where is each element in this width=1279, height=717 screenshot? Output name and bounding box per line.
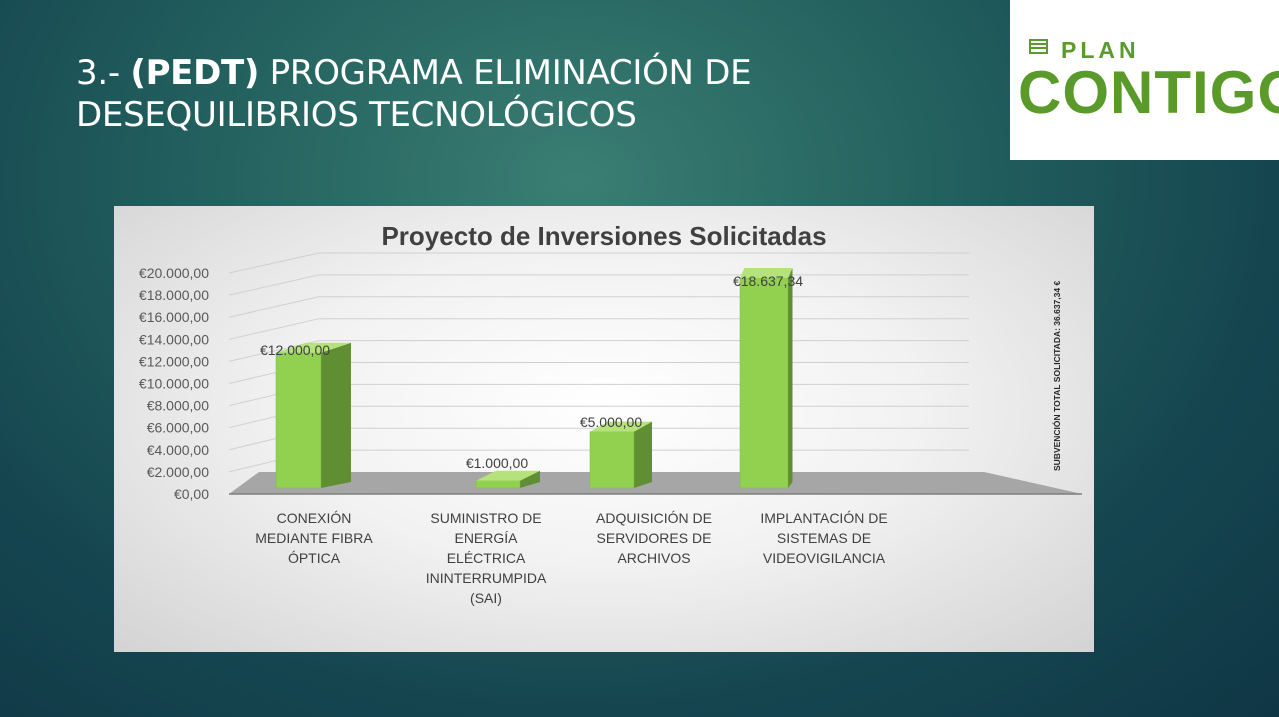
bar-top — [476, 470, 540, 481]
y-tick-label: €18.000,00 — [139, 287, 209, 303]
slide-title: 3.- (PEDT) PROGRAMA ELIMINACIÓN DE DESEQ… — [76, 53, 752, 135]
total-subsidy-note: SUBVENCIÓN TOTAL SOLICITADA: 36.637,34 € — [1051, 281, 1062, 471]
x-category-label: ADQUISICIÓN DE SERVIDORES DE ARCHIVOS — [596, 510, 712, 566]
bar-side — [788, 267, 793, 488]
gridline — [228, 318, 969, 340]
data-label: €1.000,00 — [466, 455, 528, 471]
y-tick-label: €12.000,00 — [139, 353, 209, 369]
y-tick-label: €8.000,00 — [147, 398, 209, 414]
gridline — [228, 252, 969, 274]
y-tick-label: €6.000,00 — [147, 420, 209, 436]
y-axis: €0,00 €2.000,00 €4.000,00 €6.000,00 €8.000,0… — [139, 265, 209, 502]
y-tick-label: €2.000,00 — [147, 464, 209, 480]
y-tick-label: €20.000,00 — [139, 265, 209, 281]
data-labels: €12.000,00 €1.000,00 €5.000,00 €18.637,34 — [260, 273, 803, 471]
logo-emblem-icon — [1029, 39, 1048, 54]
bar-top — [590, 421, 652, 432]
x-category-label: CONEXIÓN MEDIANTE FIBRA ÓPTICA — [255, 510, 373, 566]
data-label: €5.000,00 — [580, 414, 642, 430]
bar-side — [520, 470, 540, 488]
logo-plan-text: PLAN — [1061, 37, 1140, 63]
x-category-label: IMPLANTACIÓN DE SISTEMAS DE VIDEOVIGILANCI… — [760, 510, 888, 566]
bar — [475, 480, 521, 489]
chart-floor — [229, 472, 1082, 495]
gridline — [228, 296, 969, 318]
data-label: €18.637,34 — [733, 273, 803, 289]
bar-side — [634, 421, 652, 488]
chart-panel: Proyecto de Inversiones Solicitadas €0,0… — [114, 206, 1094, 652]
bars — [275, 267, 793, 489]
bar — [275, 352, 322, 489]
data-label: €12.000,00 — [260, 342, 330, 358]
y-tick-label: €14.000,00 — [139, 331, 209, 347]
bar — [589, 431, 635, 489]
y-tick-label: €10.000,00 — [139, 376, 209, 392]
bar-top — [276, 342, 351, 353]
chart-title: Proyecto de Inversiones Solicitadas — [381, 221, 826, 251]
gridline — [228, 274, 969, 296]
bar — [739, 277, 789, 489]
floor-plane — [229, 472, 1082, 494]
bar-top — [740, 267, 793, 278]
plan-contigo-logo — [1010, 0, 1279, 160]
bar-side — [321, 342, 351, 488]
y-tick-label: €16.000,00 — [139, 309, 209, 325]
logo-main-text: CONTIGO — [1018, 59, 1279, 126]
x-category-label: SUMINISTRO DE ENERGÍA ELÉCTRICA ININTERRUMP… — [425, 510, 547, 606]
y-tick-label: €4.000,00 — [147, 442, 209, 458]
y-tick-label: €0,00 — [174, 486, 209, 502]
bar-chart: Proyecto de Inversiones Solicitadas €0,0… — [139, 221, 1082, 502]
